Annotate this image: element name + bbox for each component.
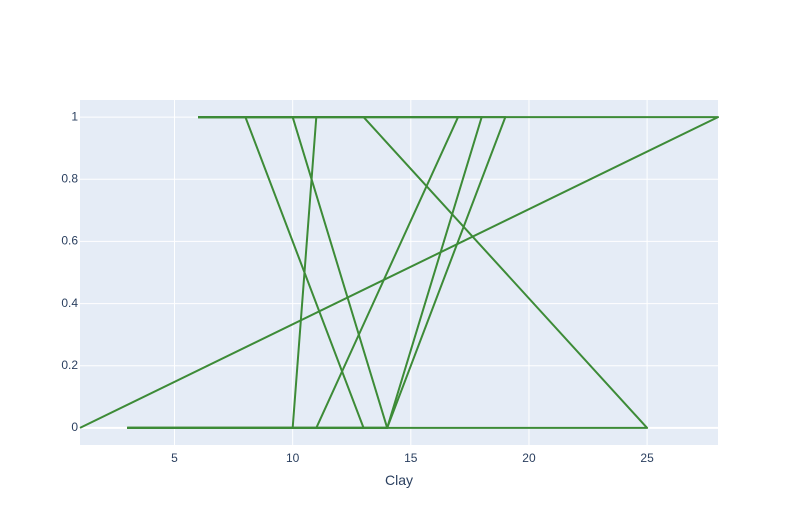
x-axis-title: Clay — [385, 472, 413, 488]
y-tick-label: 0.4 — [61, 296, 78, 310]
y-tick-label: 0.8 — [61, 171, 78, 185]
x-tick-label: 25 — [640, 451, 654, 465]
x-tick-label: 5 — [171, 451, 178, 465]
y-tick-label: 0.2 — [61, 358, 78, 372]
data-lines — [79, 116, 719, 429]
x-axis-ticks: 5 10 15 20 25 — [171, 451, 654, 465]
y-tick-label: 0.6 — [61, 234, 78, 248]
x-tick-label: 20 — [522, 451, 536, 465]
x-tick-label: 10 — [286, 451, 300, 465]
y-tick-label: 0 — [71, 420, 78, 434]
x-tick-label: 15 — [404, 451, 418, 465]
y-tick-label: 1 — [71, 109, 78, 123]
y-axis-ticks: 0 0.2 0.4 0.6 0.8 1 — [61, 109, 78, 434]
series-line-8 — [127, 116, 649, 429]
